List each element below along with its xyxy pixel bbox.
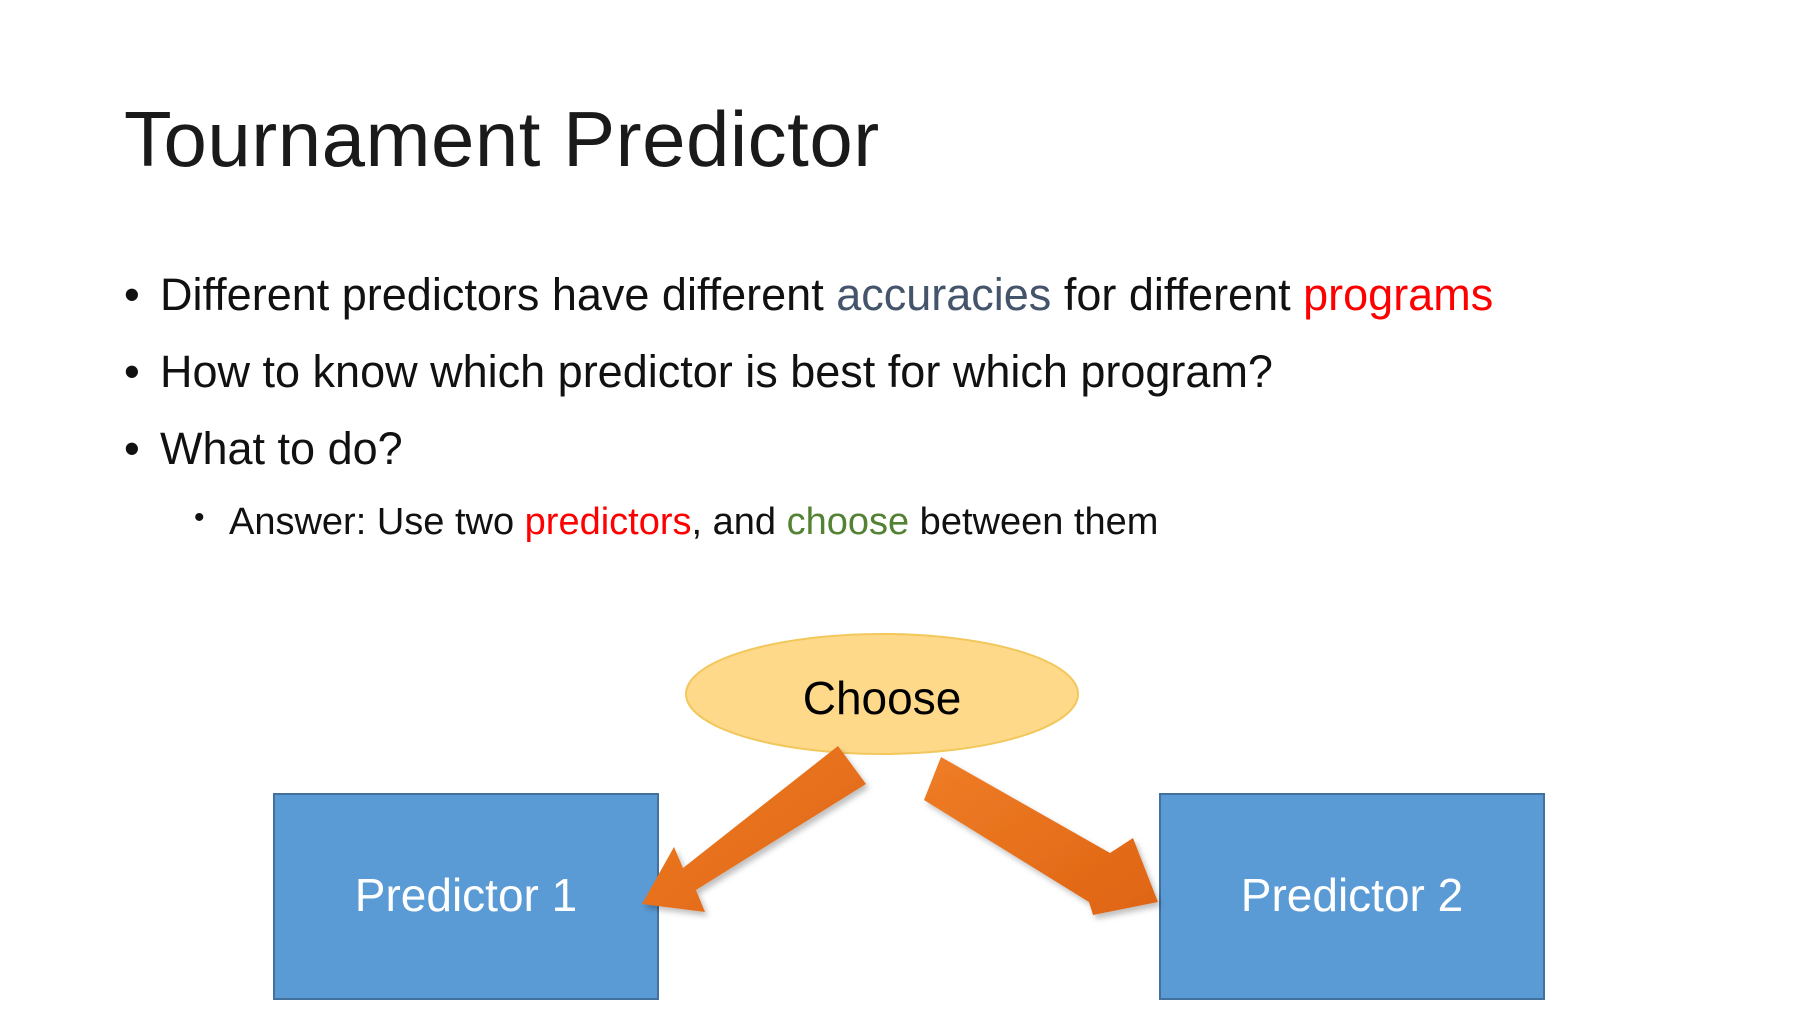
highlight-choose: choose — [786, 501, 910, 543]
sub-bullet-text-segment: , and — [691, 501, 787, 543]
choose-label: Choose — [802, 672, 962, 724]
arrow-to-predictor-2 — [924, 757, 1158, 915]
bullet-text-segment: How to know which predictor is best for … — [160, 346, 1273, 397]
bullet-marker: • — [124, 269, 140, 320]
bullet-text-segment: for different — [1051, 269, 1304, 320]
sub-bullet-text-segment: between them — [909, 501, 1159, 543]
bullet-list: • Different predictors have different ac… — [124, 272, 1493, 563]
bullet-text-segment: Different predictors have different — [160, 269, 837, 320]
choose-ellipse — [685, 633, 1079, 755]
arrow-to-predictor-1 — [642, 746, 866, 912]
bullet-item: • What to do? — [124, 426, 1493, 503]
predictor-1-label: Predictor 1 — [354, 869, 578, 921]
predictor-2-label: Predictor 2 — [1240, 869, 1464, 921]
slide-title: Tournament Predictor — [124, 95, 880, 183]
sub-bullet-item: • Answer: Use two predictors, and choose… — [124, 503, 1493, 563]
predictor-2-box — [1159, 793, 1545, 1000]
highlight-predictors: predictors — [524, 501, 692, 543]
predictor-1-box — [273, 793, 659, 1000]
bullet-item: • How to know which predictor is best fo… — [124, 349, 1493, 426]
sub-bullet-marker: • — [194, 501, 205, 534]
bullet-marker: • — [124, 346, 140, 397]
highlight-accuracies: accuracies — [836, 269, 1052, 320]
bullet-text-segment: What to do? — [160, 423, 403, 474]
sub-bullet-text-segment: Answer: Use two — [229, 501, 525, 543]
bullet-marker: • — [124, 423, 140, 474]
highlight-programs: programs — [1303, 269, 1494, 320]
bullet-item: • Different predictors have different ac… — [124, 272, 1493, 349]
